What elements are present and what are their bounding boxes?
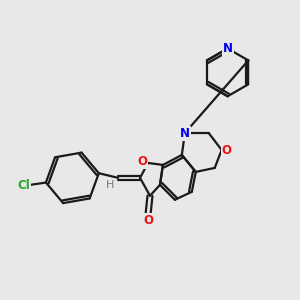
Text: H: H: [106, 180, 114, 190]
Text: Cl: Cl: [18, 179, 30, 192]
Text: O: O: [222, 143, 232, 157]
Text: N: N: [223, 42, 232, 55]
Text: N: N: [180, 127, 190, 140]
Text: O: O: [143, 214, 153, 227]
Text: O: O: [137, 155, 147, 168]
